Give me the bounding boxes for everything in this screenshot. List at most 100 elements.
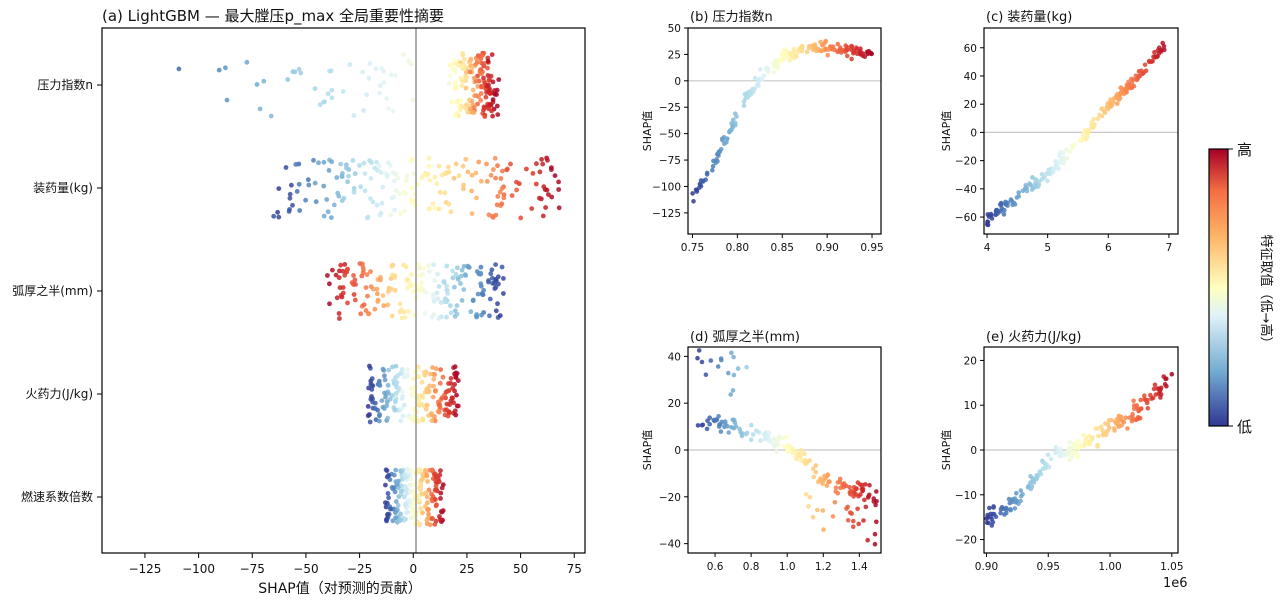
panel-a-point: [391, 405, 397, 410]
panel-e-point: [1038, 471, 1044, 477]
panel-a-point: [509, 193, 515, 199]
panel-a-point: [444, 407, 449, 413]
panel-a-x-tick-label: −50: [293, 562, 318, 576]
panel-c-point: [989, 216, 995, 221]
panel-b-point: [758, 67, 763, 72]
panel-a-point: [334, 295, 340, 301]
panel-a-point: [440, 374, 446, 380]
panel-d-point: [754, 428, 759, 434]
panel-a-point: [298, 70, 304, 76]
panel-d-point: [865, 537, 870, 543]
panel-a-point: [404, 276, 410, 282]
panel-a-point: [420, 510, 425, 516]
panel-a-point: [351, 282, 356, 287]
panel-a-point: [339, 294, 345, 300]
panel-a-point: [420, 272, 425, 277]
panel-b-y-tick-label: 0: [674, 76, 681, 88]
panel-e-point: [1152, 382, 1158, 388]
panel-e-x-tick-label: 0.90: [975, 561, 998, 573]
panel-c-point: [1162, 47, 1167, 53]
panel-a-point: [501, 291, 506, 296]
panel-a-point: [338, 262, 344, 268]
panel-b-x-tick-label: 0.75: [681, 242, 704, 254]
panel-a-point: [397, 301, 403, 307]
panel-e-y-tick-label: −20: [955, 535, 977, 547]
panel-e-y-tick-label: 10: [964, 400, 977, 412]
panel-a-point: [345, 300, 350, 306]
panel-a-point: [429, 467, 435, 473]
panel-a-point: [448, 376, 454, 381]
panel-a-point: [424, 517, 430, 523]
panel-a-point: [458, 273, 464, 279]
panel-a-point: [444, 299, 450, 305]
panel-a-point: [470, 87, 476, 93]
panel-d-point: [714, 417, 720, 423]
panel-e-point: [989, 523, 995, 528]
panel-d-point: [732, 420, 738, 426]
panel-a-point: [406, 309, 411, 314]
panel-a-point: [481, 61, 487, 67]
panel-a-point: [360, 69, 365, 75]
panel-a-point: [329, 215, 334, 221]
panel-a-point: [392, 287, 398, 293]
panel-a-point: [422, 311, 428, 316]
panel-a-point: [426, 155, 432, 161]
panel-e-point: [1115, 421, 1120, 427]
panel-c-point: [1031, 185, 1036, 191]
panel-a-point: [417, 403, 422, 408]
panel-d-point: [729, 350, 734, 356]
panel-d-point: [716, 414, 721, 419]
panel-a-point: [339, 198, 345, 204]
panel-d-point: [858, 492, 863, 497]
panel-a-point: [492, 155, 498, 161]
panel-a-point: [411, 312, 417, 318]
panel-a-point: [490, 79, 496, 85]
panel-c-points: [984, 40, 1167, 228]
panel-a-point: [400, 393, 405, 399]
panel-b-frame: [687, 27, 882, 235]
panel-a-point: [514, 187, 519, 193]
panel-a-point: [453, 161, 459, 167]
panel-e-point: [1045, 452, 1051, 458]
panel-a-point: [422, 504, 428, 509]
panel-a-point: [425, 171, 431, 177]
panel-a-point: [385, 172, 390, 178]
panel-a-point: [435, 271, 440, 277]
panel-c-y-tick-label: 20: [964, 99, 977, 111]
panel-a-point: [493, 284, 499, 290]
panel-e-point: [1071, 450, 1077, 456]
panel-b-point: [718, 147, 724, 152]
panel-e-point: [1112, 428, 1117, 433]
panel-b-x-ticks: 0.75 0.80 0.85 0.90 0.95: [681, 234, 884, 254]
panel-d-point: [849, 511, 854, 516]
panel-a-point: [352, 171, 358, 177]
panel-a-point: [438, 517, 443, 522]
panel-a-point: [419, 477, 425, 482]
panel-a-point: [408, 386, 414, 391]
panel-a-point: [446, 169, 452, 175]
panel-e-point: [1075, 454, 1081, 460]
panel-a-point: [384, 403, 389, 409]
panel-d-point: [733, 424, 739, 429]
panel-a-point: [224, 97, 230, 103]
panel-c-point: [998, 200, 1004, 206]
panel-a-point: [386, 289, 391, 294]
panel-a-y-tick-label: 装药量(kg): [33, 181, 93, 195]
panel-a-point: [444, 263, 450, 269]
panel-b-y-tick-label: −75: [659, 155, 681, 167]
panel-b-point: [746, 89, 752, 95]
panel-a-point: [452, 314, 458, 319]
panel-a-point: [451, 400, 456, 406]
panel-a-point: [331, 202, 337, 208]
panel-d-point: [863, 504, 869, 510]
panel-a-point: [316, 160, 321, 166]
panel-a-point: [380, 404, 386, 410]
panel-a-point: [383, 482, 388, 488]
panel-a-point: [223, 65, 228, 71]
panel-e-point: [1014, 490, 1019, 496]
panel-a-point: [416, 467, 422, 473]
panel-a-point: [401, 402, 407, 408]
panel-a-point: [485, 58, 491, 64]
panel-a-point: [433, 503, 439, 509]
panel-a-point: [426, 511, 431, 517]
